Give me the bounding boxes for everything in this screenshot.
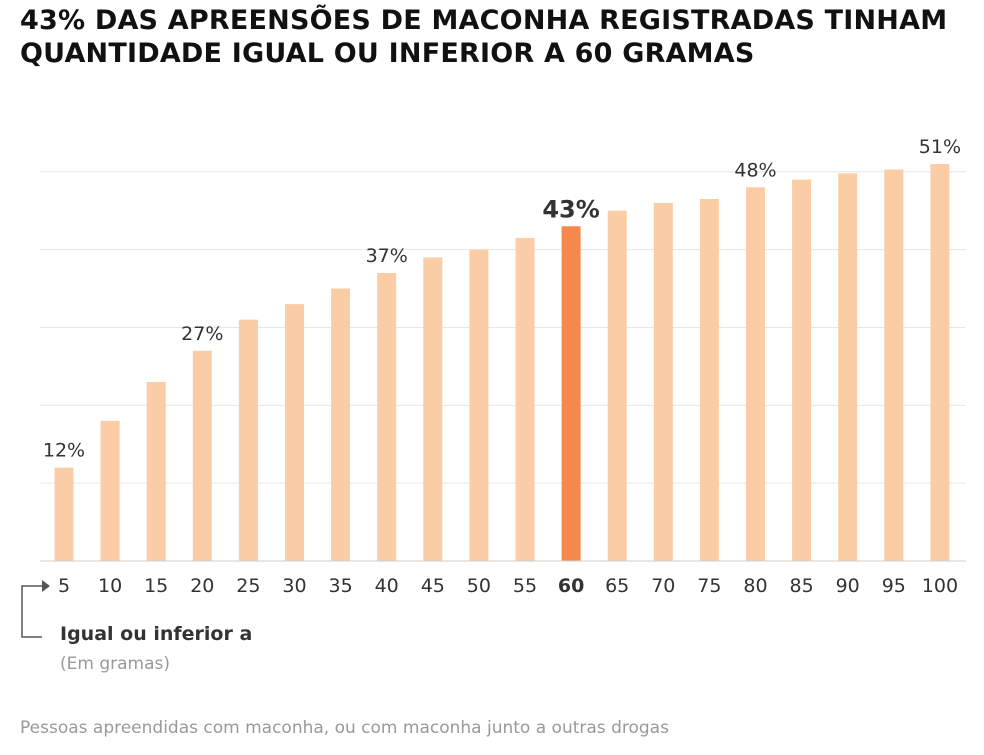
x-axis-unit-note: (Em gramas) <box>60 654 171 674</box>
bar-80 <box>746 187 765 561</box>
bar-95 <box>884 169 904 561</box>
bar-45 <box>423 257 443 561</box>
x-tick-label: 25 <box>236 575 260 597</box>
x-tick-label: 10 <box>98 575 122 597</box>
x-tick-label: 50 <box>467 575 491 597</box>
x-tick-label: 60 <box>558 575 584 597</box>
value-label: 37% <box>366 245 408 267</box>
x-tick-label: 85 <box>790 575 814 597</box>
bar-15 <box>146 381 166 561</box>
x-tick-label: 5 <box>58 575 70 597</box>
bar-75 <box>699 199 719 561</box>
bar-40 <box>377 272 397 561</box>
bar-85 <box>792 179 812 561</box>
x-tick-labels: 5 10 15 20 25 30 35 40 45 50 55 60 65 70 75 80 85 90 95 100 <box>58 575 958 597</box>
bar-30 <box>285 304 304 561</box>
bar-100 <box>930 164 950 561</box>
bars <box>40 164 966 562</box>
x-tick-label: 80 <box>743 575 767 597</box>
bar-35 <box>331 288 351 561</box>
x-tick-label: 20 <box>190 575 214 597</box>
bracket-line <box>21 585 46 638</box>
bar-90 <box>838 173 858 561</box>
x-tick-label: 40 <box>375 575 399 597</box>
x-tick-label: 65 <box>605 575 629 597</box>
x-tick-label: 15 <box>144 575 168 597</box>
bar-60 <box>561 226 581 561</box>
x-tick-label: 100 <box>922 575 958 597</box>
source-note: Pessoas apreendidas com maconha, ou com … <box>20 718 669 738</box>
bar-chart: 12% 27% 37% 43% 48% 51% 5 10 15 20 25 30 35 40 45 50 55… <box>21 136 966 638</box>
x-tick-label: 90 <box>836 575 860 597</box>
bar-5 <box>54 467 74 561</box>
legend-connector-icon <box>21 580 50 638</box>
x-tick-label: 95 <box>882 575 906 597</box>
bar-50 <box>469 249 489 562</box>
bar-20 <box>192 350 212 561</box>
gridlines <box>40 171 966 484</box>
bar-10 <box>100 420 120 561</box>
bar-65 <box>607 210 627 562</box>
x-tick-label: 75 <box>697 575 721 597</box>
bar-70 <box>653 202 673 561</box>
value-labels: 12% 27% 37% 43% 48% 51% <box>43 136 961 462</box>
x-tick-label: 30 <box>282 575 306 597</box>
x-axis-legend-label: Igual ou inferior a <box>60 623 253 645</box>
arrow-head-icon <box>42 580 50 592</box>
bar-55 <box>515 237 535 561</box>
value-label: 51% <box>919 136 961 158</box>
x-tick-label: 70 <box>651 575 675 597</box>
bar-25 <box>238 319 258 561</box>
value-label: 12% <box>43 440 85 462</box>
value-label: 27% <box>181 323 223 345</box>
x-tick-label: 55 <box>513 575 537 597</box>
chart-title: 43% DAS APREENSÕES DE MACONHA REGISTRADA… <box>20 5 948 69</box>
value-label: 48% <box>734 159 776 181</box>
value-label: 43% <box>542 195 599 223</box>
x-tick-label: 35 <box>329 575 353 597</box>
x-tick-label: 45 <box>421 575 445 597</box>
